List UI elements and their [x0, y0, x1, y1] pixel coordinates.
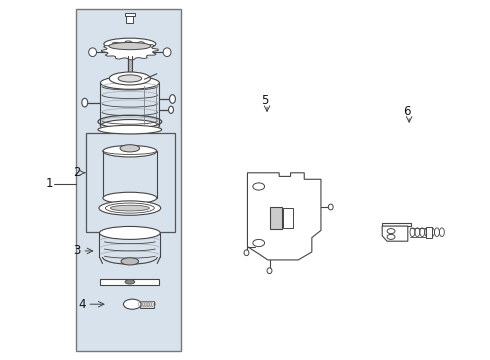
- Ellipse shape: [120, 145, 140, 152]
- Text: 5: 5: [261, 94, 269, 107]
- Ellipse shape: [244, 250, 249, 256]
- Ellipse shape: [118, 75, 142, 82]
- Polygon shape: [247, 173, 321, 260]
- Ellipse shape: [103, 192, 157, 204]
- Ellipse shape: [169, 106, 173, 113]
- Ellipse shape: [109, 72, 150, 85]
- Text: 6: 6: [403, 105, 411, 118]
- Ellipse shape: [104, 38, 156, 50]
- Ellipse shape: [110, 205, 149, 211]
- Bar: [86, 133, 175, 232]
- Ellipse shape: [253, 183, 265, 190]
- Bar: [270, 207, 282, 229]
- Ellipse shape: [99, 226, 160, 239]
- Ellipse shape: [82, 98, 88, 107]
- Polygon shape: [382, 223, 411, 226]
- Text: 1: 1: [46, 177, 53, 190]
- Bar: [126, 16, 133, 23]
- Ellipse shape: [121, 258, 139, 265]
- Polygon shape: [101, 41, 158, 60]
- Ellipse shape: [328, 204, 333, 210]
- Ellipse shape: [170, 95, 175, 103]
- Bar: [76, 9, 181, 351]
- Bar: [100, 279, 159, 285]
- Ellipse shape: [89, 48, 97, 57]
- Ellipse shape: [253, 239, 265, 247]
- Text: 3: 3: [74, 244, 81, 257]
- Ellipse shape: [163, 48, 171, 57]
- Text: 4: 4: [78, 298, 86, 311]
- Text: 2: 2: [74, 166, 81, 179]
- Ellipse shape: [100, 76, 159, 89]
- Bar: [426, 227, 432, 238]
- Ellipse shape: [125, 280, 135, 284]
- Ellipse shape: [387, 234, 395, 239]
- Bar: [125, 13, 135, 16]
- Polygon shape: [382, 226, 408, 241]
- Ellipse shape: [387, 229, 395, 234]
- Ellipse shape: [109, 42, 151, 50]
- Ellipse shape: [267, 268, 272, 274]
- Ellipse shape: [100, 120, 159, 132]
- Ellipse shape: [123, 299, 141, 309]
- Ellipse shape: [103, 145, 157, 157]
- Ellipse shape: [99, 201, 161, 215]
- Ellipse shape: [98, 125, 162, 134]
- Bar: [140, 301, 154, 308]
- Bar: [283, 208, 293, 228]
